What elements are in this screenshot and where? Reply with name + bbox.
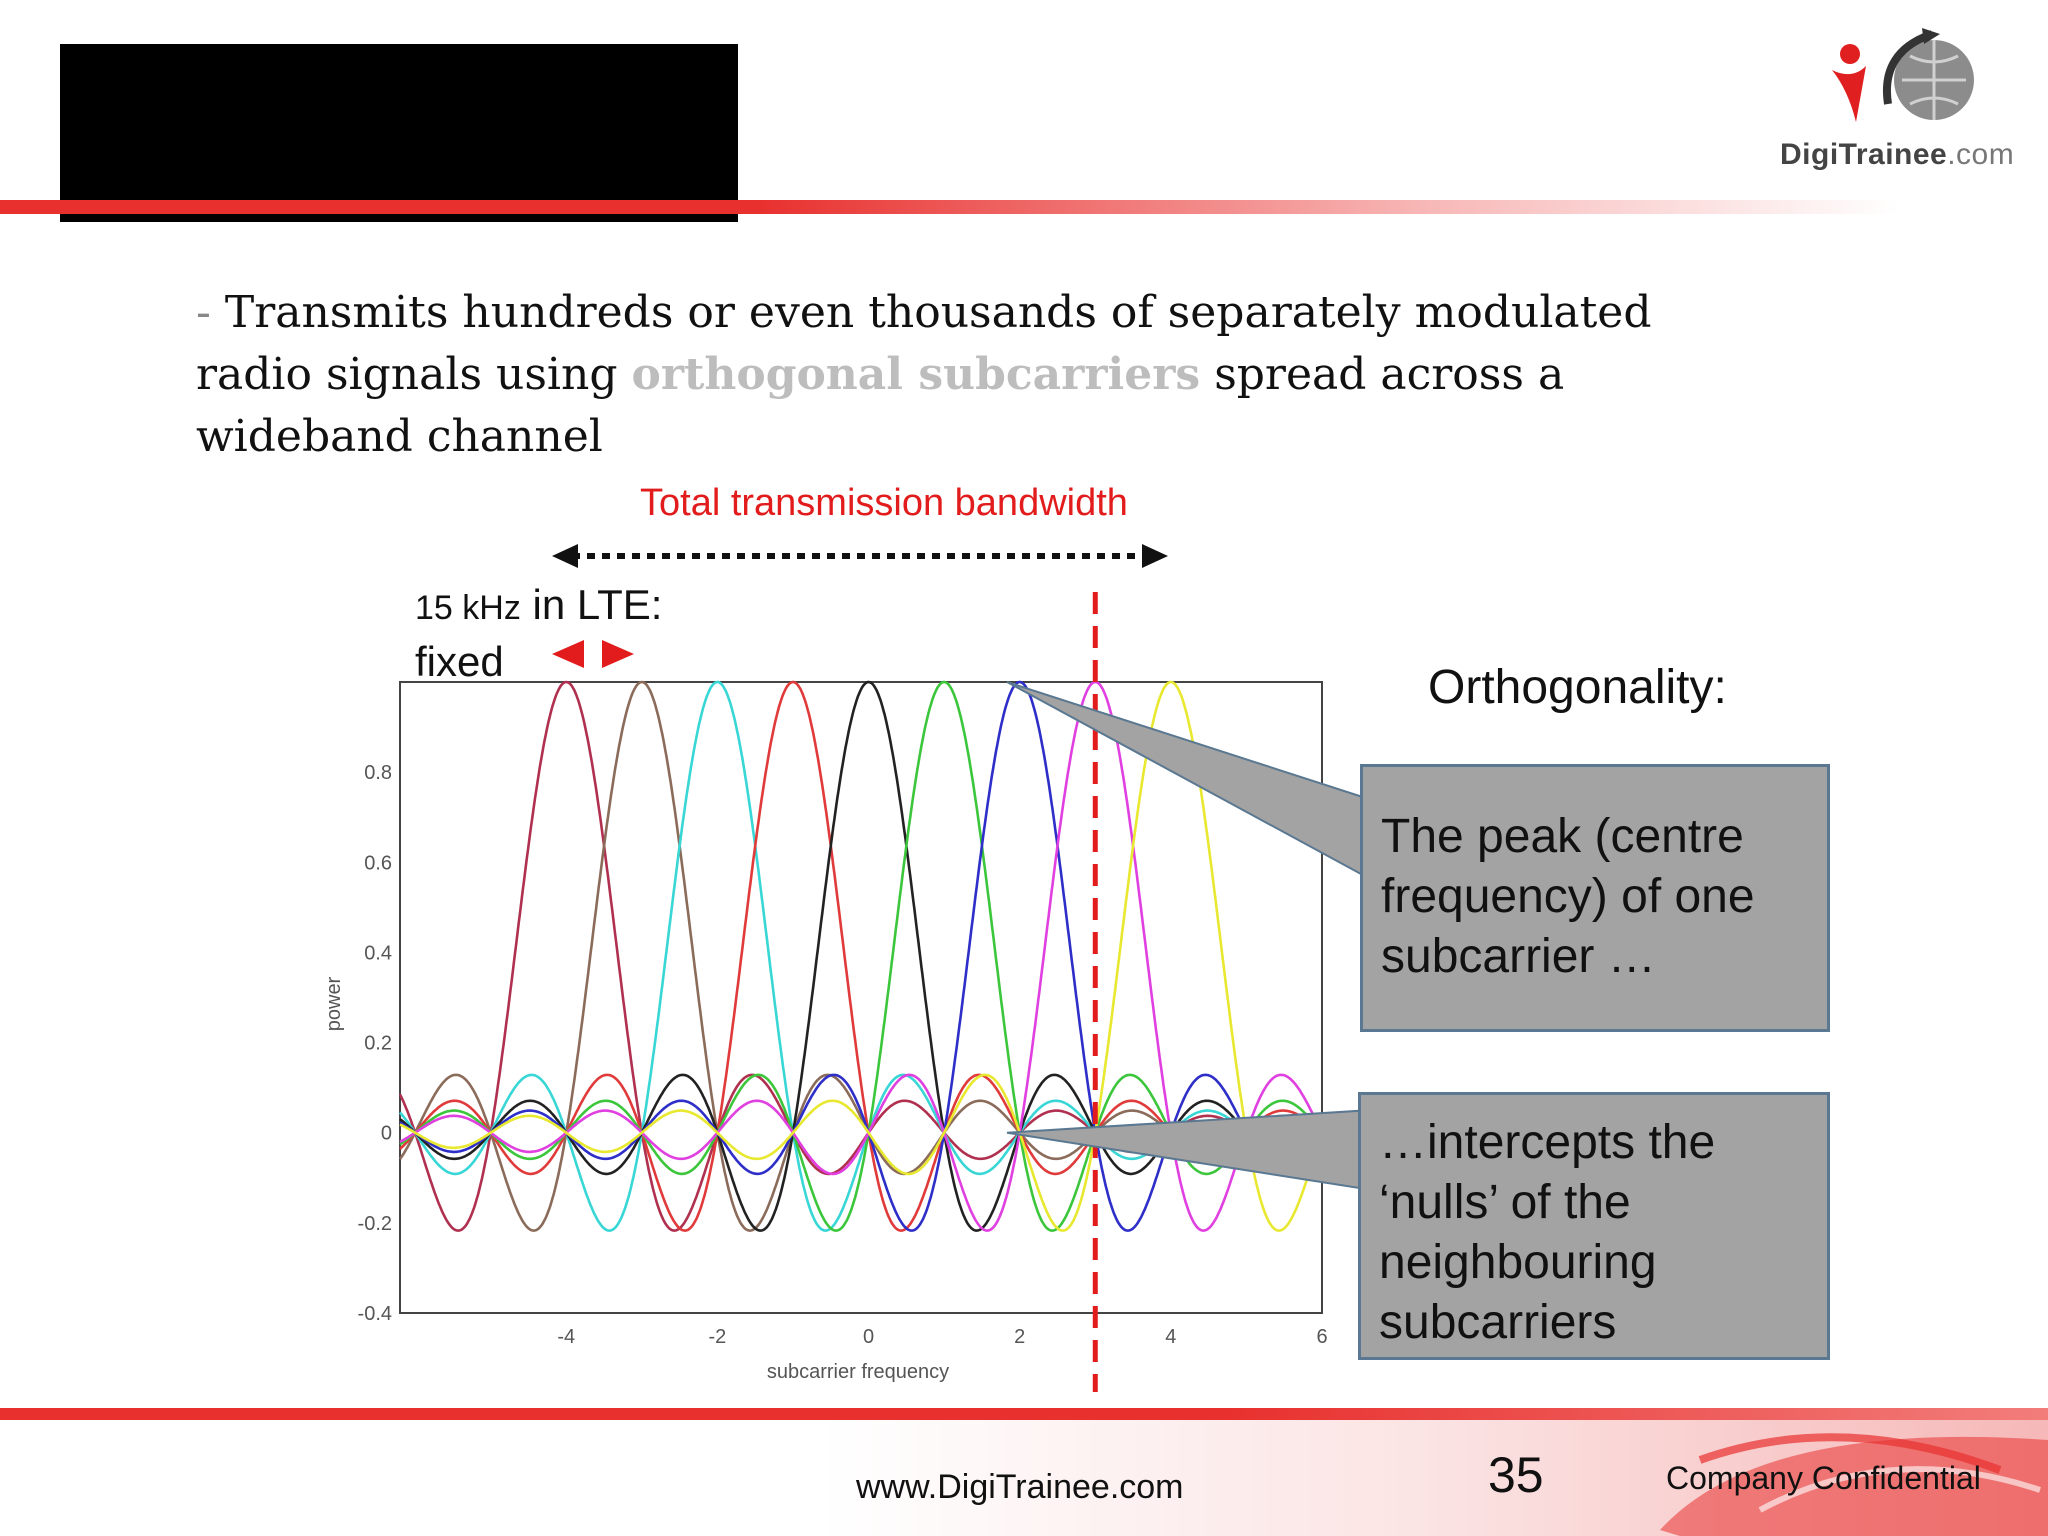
y-tick-label: 0.8 <box>364 762 392 784</box>
y-tick-label: 0.6 <box>364 852 392 874</box>
spacing-arrow-left-icon <box>552 640 584 668</box>
bullet-dash: - <box>196 287 225 338</box>
spacing-fixed: fixed <box>415 638 504 685</box>
spacing-rest: in LTE: <box>520 581 663 628</box>
footer-url: www.DigiTrainee.com <box>856 1468 1184 1506</box>
subcarrier-line <box>399 680 1324 1232</box>
chart-overlays <box>552 544 1373 1392</box>
confidential-label: Company Confidential <box>1666 1460 1981 1496</box>
x-axis-label: subcarrier frequency <box>767 1361 949 1383</box>
page-number: 35 <box>1488 1447 1544 1503</box>
y-tick-label: 0.4 <box>364 942 392 964</box>
body-text-2: spread across a wideband channel <box>196 349 1565 462</box>
bandwidth-label: Total transmission bandwidth <box>640 482 1128 524</box>
x-tick-label: -4 <box>557 1326 575 1348</box>
footer-rule <box>0 1408 2048 1420</box>
y-tick-label: 0.2 <box>364 1033 392 1055</box>
header-rule <box>0 200 1900 214</box>
x-tick-label: 2 <box>1014 1326 1025 1348</box>
callout-peak: The peak (centre frequency) of one subca… <box>1360 764 1830 1032</box>
y-tick-label: -0.4 <box>358 1303 392 1325</box>
y-axis-label: power <box>323 976 345 1031</box>
logo-text: DigiTrainee.com <box>1780 138 2015 171</box>
body-paragraph: - Transmits hundreds or even thousands o… <box>196 282 1696 468</box>
footer-swoosh-icon <box>1660 1433 2048 1536</box>
digitrainee-logo-icon <box>1832 28 1974 122</box>
subcarrier-spacing-label: 15 kHz in LTE: fixed <box>415 578 662 691</box>
x-tick-label: -2 <box>709 1326 727 1348</box>
bandwidth-arrow-left-icon <box>552 544 578 568</box>
x-tick-label: 6 <box>1316 1326 1327 1348</box>
spacing-value: 15 kHz <box>415 589 521 627</box>
spacing-arrow-right-icon <box>602 640 634 668</box>
subcarrier-line <box>399 680 1324 1232</box>
x-tick-label: 0 <box>863 1326 874 1348</box>
bandwidth-arrow-right-icon <box>1142 544 1168 568</box>
body-text-1: Transmits hundreds or even thousands of … <box>196 287 1652 400</box>
callout-nulls: …intercepts the ‘nulls’ of the neighbour… <box>1358 1092 1830 1360</box>
title-banner <box>60 44 738 222</box>
y-tick-label: -0.2 <box>358 1213 392 1235</box>
highlight-term: orthogonal subcarriers <box>631 349 1201 400</box>
orthogonality-title: Orthogonality: <box>1428 661 1727 714</box>
plot-area <box>399 681 1323 1314</box>
y-tick-label: 0 <box>381 1123 392 1145</box>
x-tick-label: 4 <box>1165 1326 1176 1348</box>
chart-axes: -4 -2 0 2 4 6 -0.4 -0.2 0 0.2 0.4 0.6 0.8 <box>358 681 1328 1348</box>
